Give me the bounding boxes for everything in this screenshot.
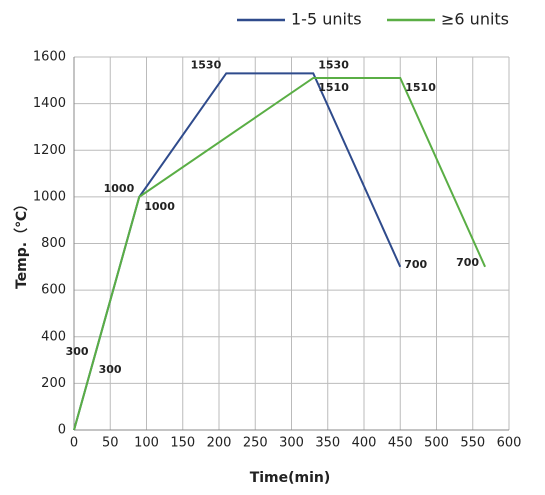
x-tick-label: 550 [460,436,485,451]
legend-label: 1-5 units [291,10,362,29]
value-label: 1530 [318,58,349,71]
line [73,76,486,431]
x-tick-label: 200 [207,436,232,451]
x-tick-label: 350 [315,436,340,451]
x-tick-label: 250 [243,436,268,451]
y-tick-label: 1400 [33,96,66,111]
x-tick-label: 50 [102,436,119,451]
y-tick-label: 1200 [33,143,66,158]
x-tick-label: 500 [424,436,449,451]
value-label: 700 [404,258,427,271]
value-label: 1510 [318,81,349,94]
value-label: 1530 [191,58,222,71]
y-tick-label: 800 [41,236,66,251]
x-tick-label: 450 [388,436,413,451]
value-label: 700 [456,256,479,269]
value-label: 1000 [144,200,175,213]
x-tick-label: 100 [134,436,159,451]
value-label: 1510 [405,81,436,94]
y-tick-label: 1000 [33,189,66,204]
y-tick-label: 1600 [33,50,66,65]
x-tick-label: 600 [497,436,522,451]
x-tick-label: 400 [352,436,377,451]
value-label: 1000 [104,182,135,195]
y-tick-label: 400 [41,329,66,344]
x-tick-label: 300 [279,436,304,451]
value-label: 300 [99,363,122,376]
y-tick-label: 0 [58,423,66,438]
y-tick-label: 200 [41,376,66,391]
x-axis-label: Time(min) [250,470,331,486]
y-tick-label: 600 [41,283,66,298]
value-label: 300 [66,345,89,358]
legend-label: ≥6 units [441,10,509,29]
x-tick-label: 150 [170,436,195,451]
x-tick-label: 0 [70,436,78,451]
y-axis-label: Temp.（℃） [14,197,30,289]
